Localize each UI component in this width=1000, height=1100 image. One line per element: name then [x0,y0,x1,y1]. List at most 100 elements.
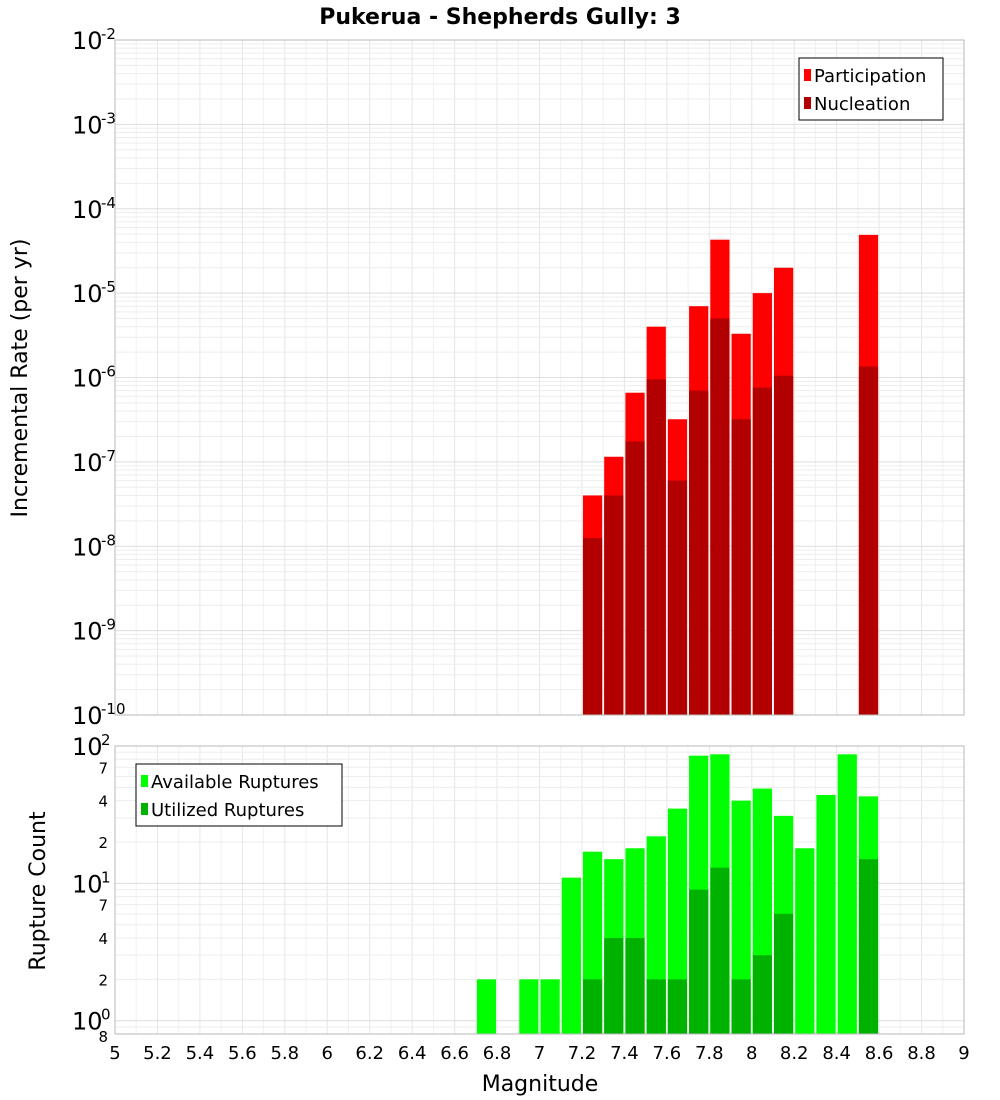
x-tick-label: 7.2 [568,1043,597,1064]
bottom-bar-available-ruptures [561,877,581,1034]
bottom-y-tick-exponent: 2 [101,731,111,749]
x-tick-label: 8.2 [780,1043,809,1064]
bottom-bar-available-ruptures [519,979,539,1034]
x-tick-label: 8.8 [907,1043,936,1064]
bottom-bar-available-ruptures [540,979,560,1034]
top-bar-nucleation [752,387,772,715]
bottom-bar-available-ruptures [667,808,688,1034]
top-y-tick-label: 10 [72,196,103,224]
bottom-bar-available-ruptures [795,848,815,1034]
bottom-y-axis-label: Rupture Count [26,811,51,971]
bottom-bar-available-ruptures [837,754,857,1034]
bottom-bar-utilized-ruptures [773,913,794,1034]
bottom-bar-utilized-ruptures [625,938,645,1034]
top-bar-nucleation [604,495,624,715]
top-y-tick-label: 10 [72,365,103,393]
top-plot-frame [114,39,965,716]
bottom-y-minor-label: 4 [98,930,108,948]
x-tick-label: 7 [534,1043,545,1064]
top-y-tick-label: 10 [72,702,103,730]
bottom-legend-box [135,763,343,827]
top-bar-nucleation [667,480,688,715]
x-tick-label: 8.4 [822,1043,851,1064]
x-tick-label: 8.6 [865,1043,894,1064]
bottom-y-minor-label: 7 [98,897,108,915]
x-tick-label: 5.4 [186,1043,215,1064]
top-legend-swatch [804,97,811,109]
chart-title: Pukerua - Shepherds Gully: 3 [319,5,681,30]
bottom-y-tick-exponent: 1 [101,868,111,886]
top-y-tick-exponent: -2 [101,25,116,43]
bottom-y-tick-label: 10 [72,870,103,898]
x-ticks: 5 5.2 5.4 5.6 5.8 6 6.2 6.4 6.6 6.8 7 7.2 7.4 7.6 7.8 8… [109,1043,969,1064]
top-y-tick-label: 10 [72,280,103,308]
x-tick-label: 8 [746,1043,757,1064]
top-y-tick-label: 10 [72,449,103,477]
top-legend-box [798,57,944,121]
bottom-bar-utilized-ruptures [858,859,879,1034]
top-y-tick-exponent: -4 [101,194,116,212]
x-tick-label: 7.6 [653,1043,682,1064]
top-bar-nucleation [646,379,666,715]
bottom-legend-swatch [141,775,148,787]
bottom-bar-utilized-ruptures [582,979,603,1034]
top-y-tick-label: 10 [72,618,103,646]
top-y-tick-exponent: -3 [101,109,116,127]
x-tick-label: 6.6 [440,1043,469,1064]
top-bar-nucleation [625,441,645,715]
x-tick-label: 5.2 [143,1043,172,1064]
bottom-bar-utilized-ruptures [667,979,688,1034]
x-tick-label: 6 [322,1043,333,1064]
bottom-bar-utilized-ruptures [604,938,624,1034]
top-bar-nucleation [858,366,879,715]
top-legend-label: Participation [814,66,926,87]
x-tick-label: 9 [958,1043,969,1064]
bottom-y-minor-label: 2 [98,971,108,989]
bottom-bar-available-ruptures [476,979,497,1034]
bottom-y-minor-label: 8 [98,1028,108,1046]
x-tick-label: 5.6 [228,1043,257,1064]
bottom-bar-utilized-ruptures [710,867,730,1034]
x-tick-label: 5 [109,1043,120,1064]
top-bar-nucleation [689,390,709,715]
bottom-bar-available-ruptures [731,800,751,1034]
top-y-tick-label: 10 [72,27,103,55]
top-y-axis-label: Incremental Rate (per yr) [8,239,33,518]
x-tick-label: 7.4 [610,1043,639,1064]
top-y-tick-exponent: -5 [101,278,116,296]
x-tick-label: 5.8 [270,1043,299,1064]
top-legend-swatch [804,69,811,81]
top-legend: Participation Nucleation [798,57,944,121]
bottom-plot-frame [114,745,965,1035]
top-y-tick-exponent: -7 [101,447,116,465]
top-y-tick-exponent: -6 [101,363,116,381]
top-y-tick-label: 10 [72,111,103,139]
x-tick-label: 6.8 [483,1043,512,1064]
bottom-bar-available-ruptures [816,794,836,1034]
bottom-series-1 [582,859,879,1034]
top-y-tick-exponent: -10 [101,700,126,718]
bottom-bar-utilized-ruptures [731,979,751,1034]
top-series-1 [582,318,879,715]
bottom-bar-utilized-ruptures [646,979,666,1034]
bottom-legend-label: Utilized Ruptures [151,800,304,821]
top-bar-nucleation [773,375,794,715]
bottom-legend-label: Available Ruptures [151,772,319,793]
top-y-tick-label: 10 [72,533,103,561]
top-y-tick-exponent: -9 [101,616,116,634]
top-bar-nucleation [710,318,730,715]
top-legend-label: Nucleation [814,94,910,115]
top-grid [114,39,965,716]
bottom-y-tick-label: 10 [72,1008,103,1036]
bottom-legend-swatch [141,803,148,815]
x-tick-label: 6.2 [355,1043,384,1064]
x-axis-label: Magnitude [482,1072,599,1097]
bottom-y-minor-label: 4 [98,793,108,811]
bottom-y-minor-label: 2 [98,834,108,852]
bottom-y-tick-exponent: 0 [101,1006,111,1024]
x-tick-label: 6.4 [398,1043,427,1064]
